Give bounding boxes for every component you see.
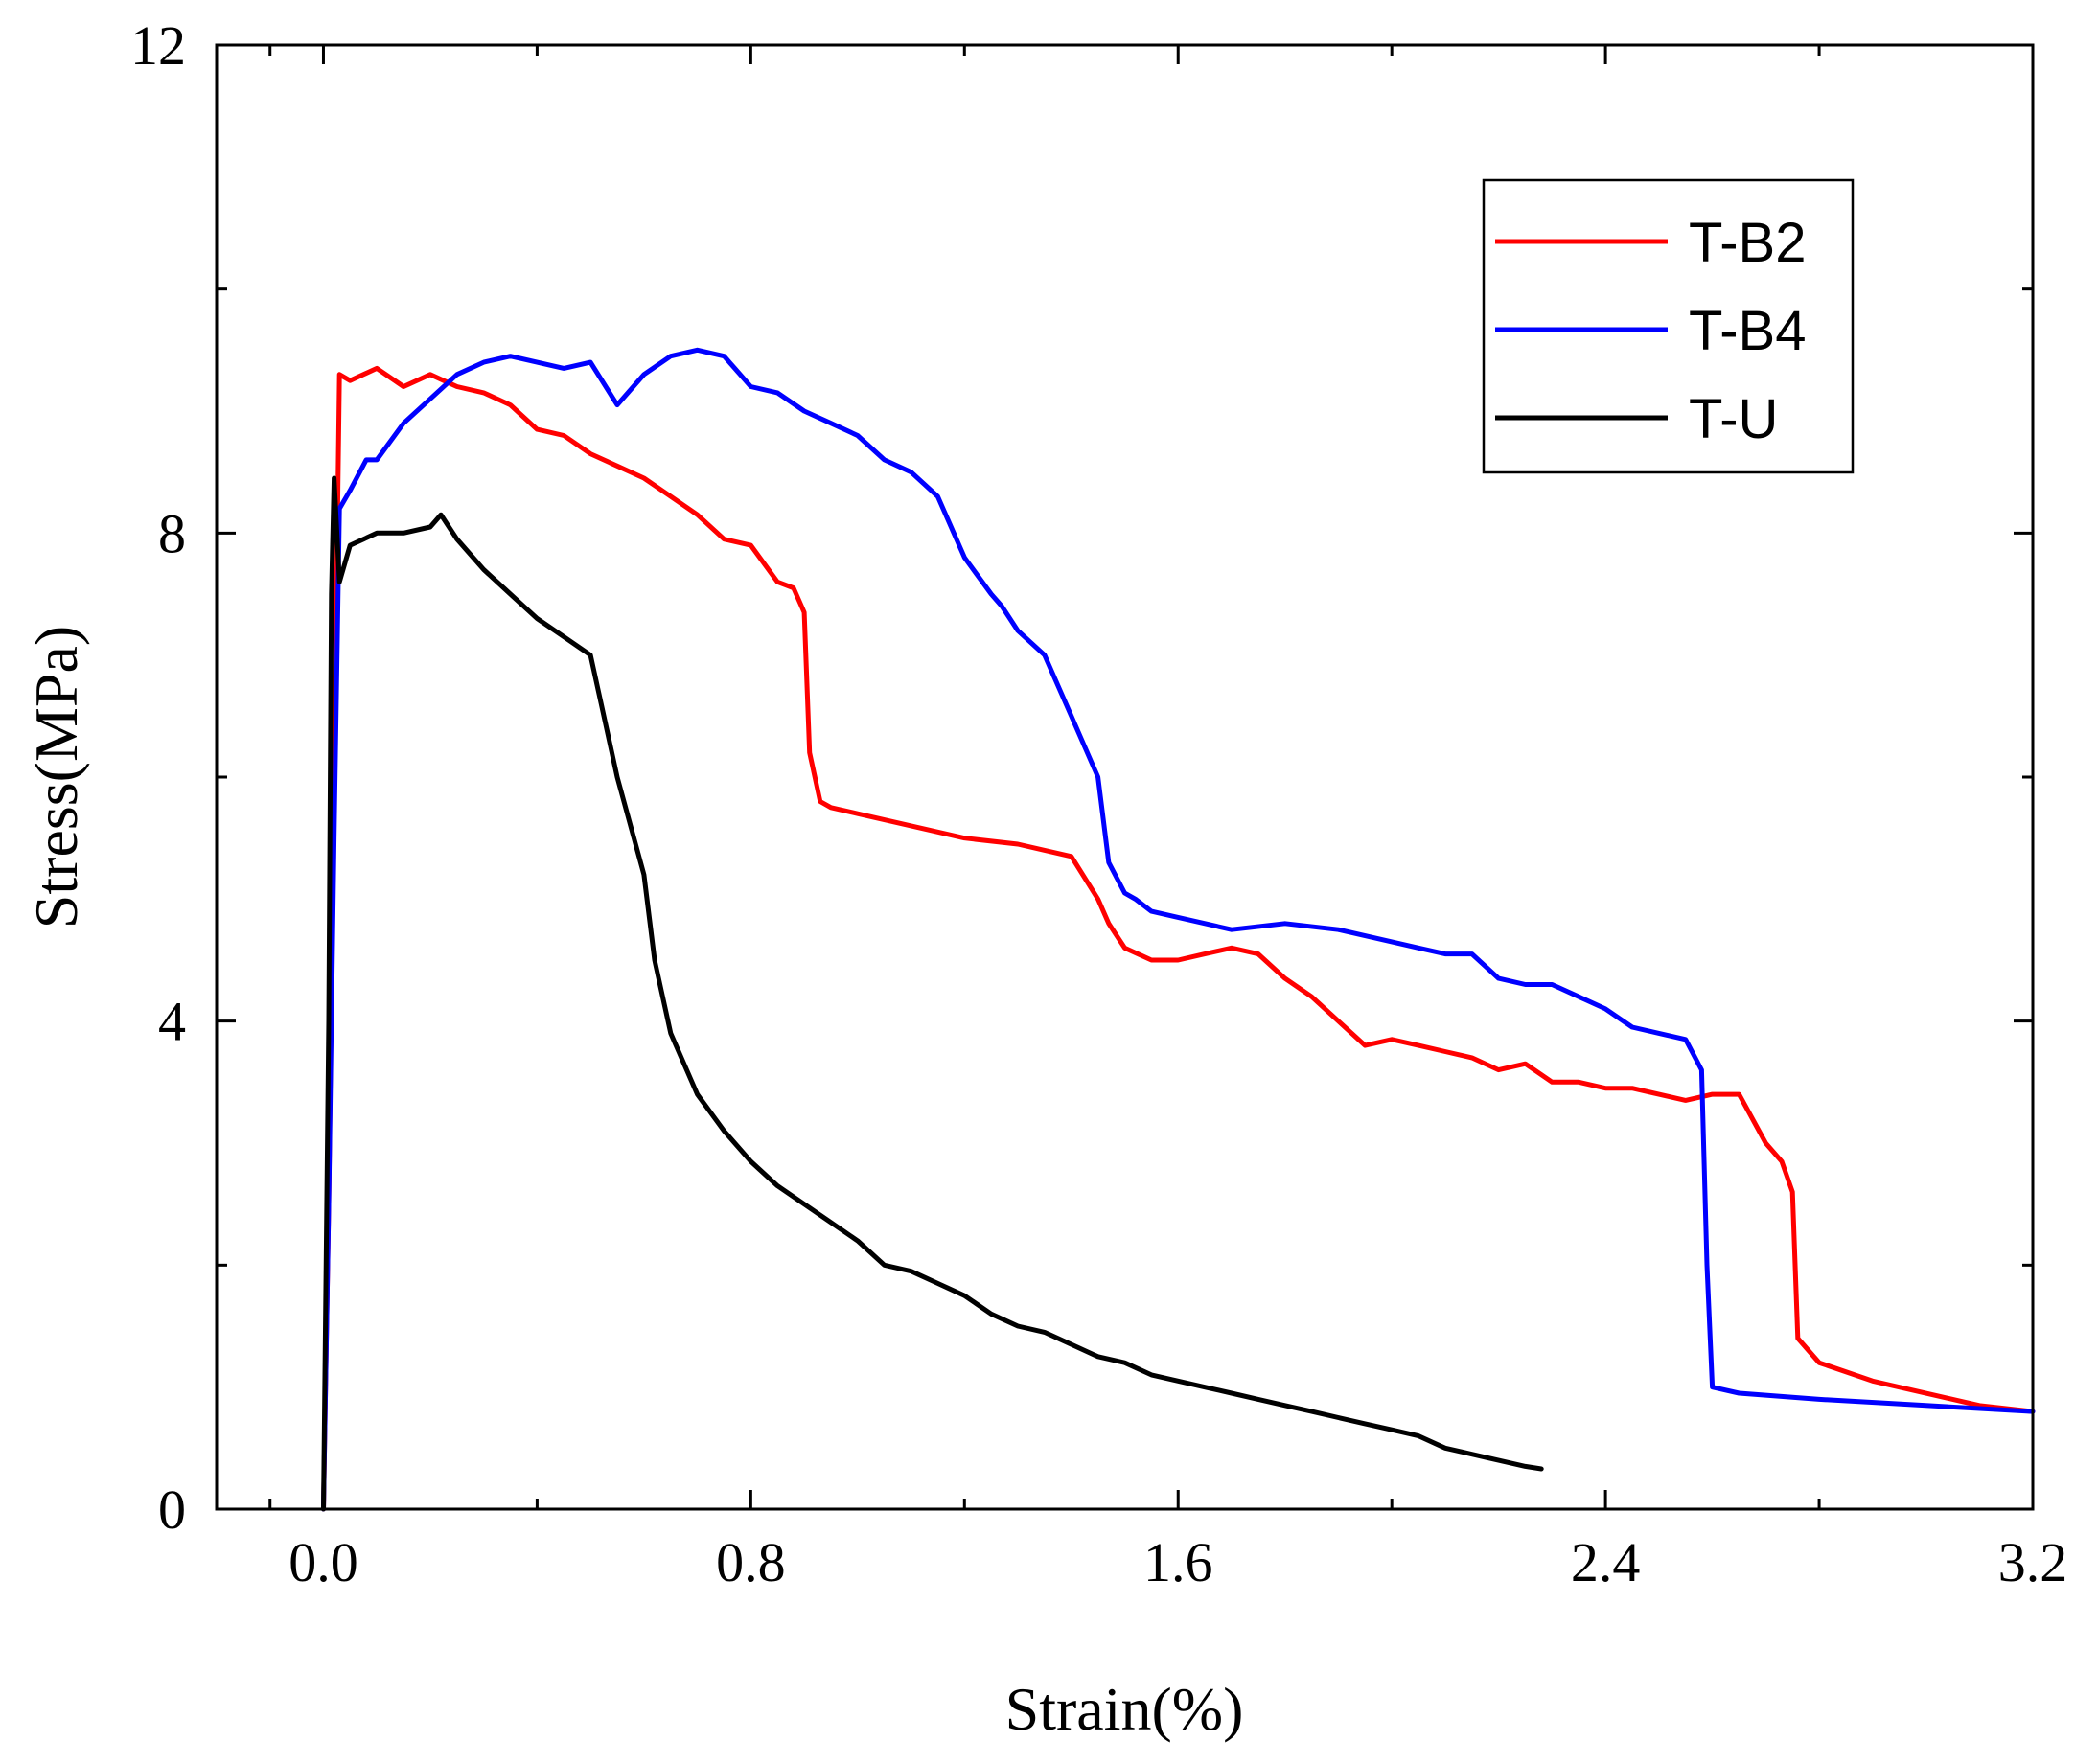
x-tick-label: 0.8 — [716, 1531, 786, 1593]
x-tick-label: 3.2 — [1998, 1531, 2068, 1593]
legend-box — [1482, 178, 1855, 474]
y-tick-label: 8 — [158, 502, 186, 564]
x-axis-title: Strain(%) — [1005, 1675, 1244, 1743]
x-tick-label: 0.0 — [288, 1531, 358, 1593]
legend-items: T-B2 T-B4 T-U — [1495, 212, 1807, 450]
y-tick-label: 4 — [158, 991, 186, 1053]
ticks-layer — [217, 43, 2035, 1511]
tick-labels-layer: 0.0 0.8 1.6 2.4 3.2 0 4 8 12 — [130, 14, 2067, 1593]
series-line-t-b4 — [321, 347, 2036, 1512]
legend-label-t-b2: T-B2 — [1689, 212, 1807, 274]
legend: T-B2 T-B4 T-U — [1482, 178, 1855, 474]
series-line-t-u — [321, 475, 1544, 1512]
legend-label-t-u: T-U — [1689, 388, 1778, 450]
x-tick-label: 2.4 — [1571, 1531, 1641, 1593]
x-tick-label: 1.6 — [1143, 1531, 1213, 1593]
y-tick-label: 0 — [158, 1478, 186, 1541]
y-axis-title: Stress(MPa) — [22, 626, 90, 928]
series-layer — [321, 347, 2036, 1512]
y-tick-label: 12 — [130, 14, 186, 77]
series-line-t-b2 — [321, 365, 2036, 1512]
legend-label-t-b4: T-B4 — [1689, 300, 1807, 362]
